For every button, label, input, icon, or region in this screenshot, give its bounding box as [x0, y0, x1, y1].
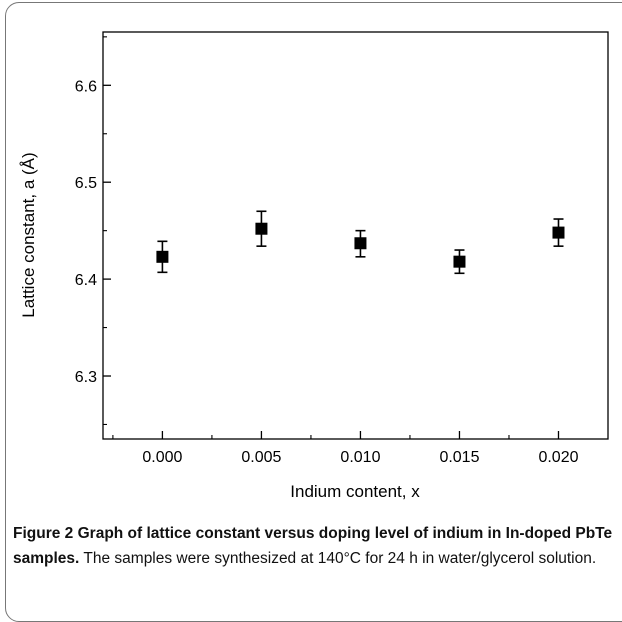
data-point-marker	[552, 226, 565, 239]
data-point-marker	[156, 250, 169, 263]
caption-text: The samples were synthesized at 140°C fo…	[83, 550, 597, 567]
y-axis-label: Lattice constant, a (Å)	[19, 152, 38, 317]
x-tick-label: 0.000	[142, 449, 182, 466]
caption-title: Graph of lattice constant versus doping …	[13, 525, 613, 567]
data-points	[156, 210, 565, 275]
data-point-marker	[354, 237, 367, 250]
x-axis-ticks: 0.000 0.005 0.010 0.015 0.020	[112, 431, 579, 466]
data-point-marker	[255, 222, 268, 235]
y-tick-label: 6.4	[75, 272, 97, 289]
y-axis-ticks: 6.3 6.4 6.5 6.6	[75, 36, 111, 426]
caption-figure-label: Figure 2	[13, 525, 74, 542]
y-tick-label: 6.3	[75, 369, 97, 386]
x-tick-label: 0.015	[439, 449, 479, 466]
x-axis-label: Indium content, x	[290, 482, 420, 501]
lattice-constant-chart: 6.3 6.4 6.5 6.6 0.000 0.005 0.010 0.015 0.020 I…	[19, 31, 609, 501]
x-tick-label: 0.010	[340, 449, 380, 466]
plot-area	[102, 31, 609, 440]
y-tick-label: 6.6	[75, 78, 97, 95]
x-tick-label: 0.020	[538, 449, 578, 466]
data-point-marker	[453, 255, 466, 268]
x-tick-label: 0.005	[241, 449, 281, 466]
figure-caption: Figure 2 Graph of lattice constant versu…	[13, 521, 613, 571]
y-tick-label: 6.5	[75, 175, 97, 192]
